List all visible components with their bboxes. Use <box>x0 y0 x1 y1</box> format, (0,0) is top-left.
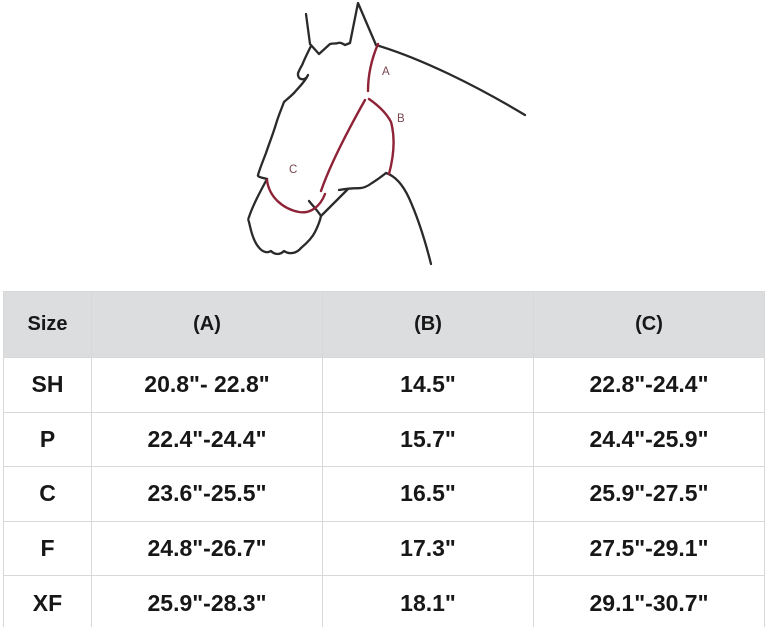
svg-text:C: C <box>289 164 297 176</box>
svg-text:B: B <box>397 113 405 125</box>
svg-text:A: A <box>382 66 390 78</box>
